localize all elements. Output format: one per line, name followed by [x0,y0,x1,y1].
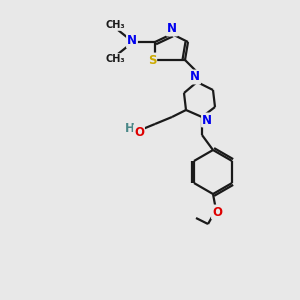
Text: CH₃: CH₃ [105,20,125,30]
Text: CH₃: CH₃ [105,54,125,64]
Text: N: N [202,113,212,127]
Text: O: O [212,206,222,218]
Text: H: H [125,122,135,136]
Text: O: O [134,125,144,139]
Text: N: N [127,34,137,47]
Text: N: N [190,70,200,83]
Text: S: S [148,53,156,67]
Text: N: N [167,22,177,35]
